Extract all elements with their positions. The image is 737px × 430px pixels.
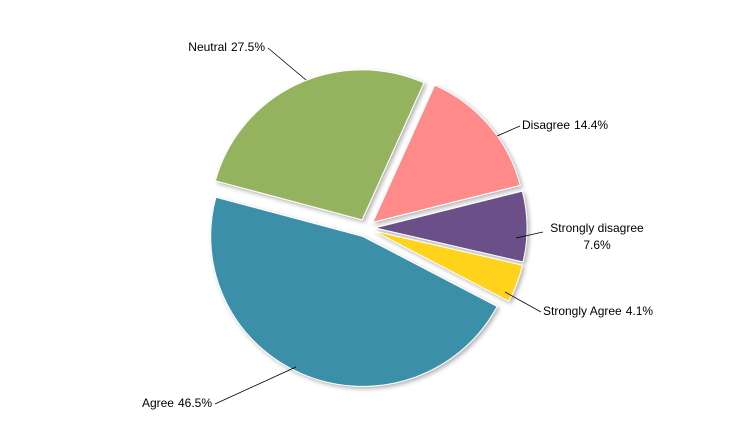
pie (210, 69, 528, 387)
pie-slice (214, 69, 425, 221)
pie-slice (374, 230, 524, 302)
value-label: 7.6% (583, 238, 611, 252)
category-label: Strongly disagree (550, 221, 644, 235)
value-label: 14.4% (574, 118, 608, 132)
leader-line (504, 291, 542, 313)
leader-line (496, 125, 521, 137)
value-label: 46.5% (178, 396, 212, 410)
pie-slice (372, 84, 521, 223)
value-label: 4.1% (626, 304, 654, 318)
leader-line (267, 47, 307, 81)
leader-line (214, 366, 297, 405)
value-label: 27.5% (231, 40, 265, 54)
slice-label: Disagree 14.4% (522, 118, 608, 132)
category-label: Neutral (188, 40, 227, 54)
slice-label: Strongly disagree 7.6% (550, 221, 644, 252)
labels: Disagree 14.4%Strongly disagree 7.6%Strong… (142, 40, 653, 410)
pie-slice (374, 190, 528, 263)
slice-label: Strongly Agree 4.1% (543, 304, 653, 318)
category-label: Disagree (522, 118, 570, 132)
slice-label: Neutral 27.5% (188, 40, 265, 54)
category-label: Agree (142, 396, 174, 410)
leader-line (515, 231, 544, 239)
pie-slice (210, 196, 498, 387)
slice-label: Agree 46.5% (142, 396, 212, 410)
category-label: Strongly Agree (543, 304, 622, 318)
